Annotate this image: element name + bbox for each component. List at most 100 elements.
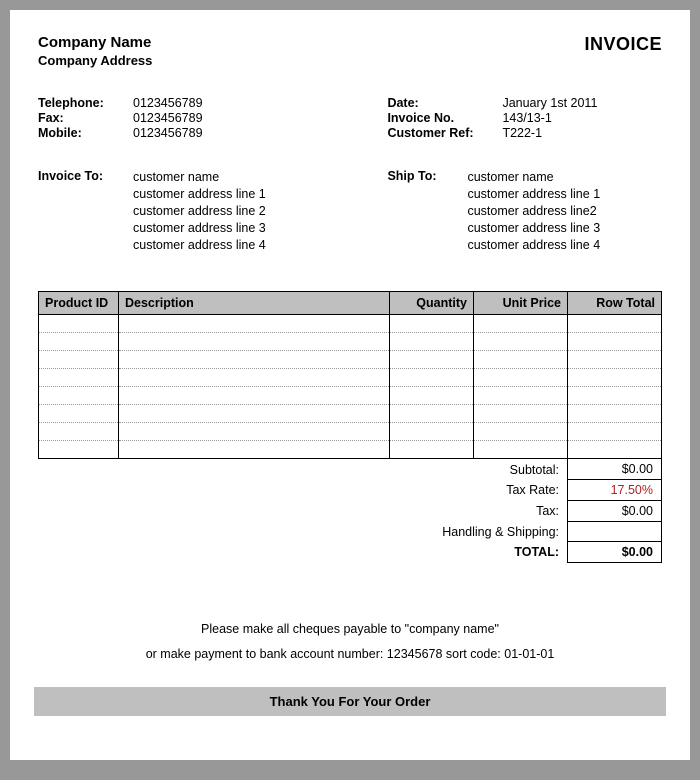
table-cell [568, 441, 662, 459]
table-cell [474, 387, 568, 405]
table-cell [474, 423, 568, 441]
table-cell [568, 423, 662, 441]
payment-line-1: Please make all cheques payable to "comp… [38, 617, 662, 642]
table-cell [119, 369, 390, 387]
company-address: Company Address [38, 53, 152, 68]
table-row [39, 333, 662, 351]
date-value: January 1st 2011 [502, 96, 597, 110]
col-product-id: Product ID [39, 292, 119, 315]
totals-block: Subtotal:$0.00 Tax Rate:17.50% Tax:$0.00… [38, 459, 662, 563]
table-cell [474, 369, 568, 387]
col-row-total: Row Total [568, 292, 662, 315]
tax-value: $0.00 [568, 501, 662, 522]
meta-block: Date:January 1st 2011 Invoice No.143/13-… [387, 96, 662, 141]
payment-info: Please make all cheques payable to "comp… [38, 617, 662, 667]
table-cell [474, 441, 568, 459]
table-cell [474, 351, 568, 369]
table-cell [119, 423, 390, 441]
table-cell [568, 315, 662, 333]
customer-ref-label: Customer Ref: [387, 126, 502, 140]
items-body [39, 315, 662, 459]
ship-to-line: customer address line 4 [467, 237, 600, 254]
mobile-value: 0123456789 [133, 126, 203, 140]
table-cell [119, 315, 390, 333]
invoice-to-line: customer address line 4 [133, 237, 266, 254]
table-cell [39, 441, 119, 459]
table-cell [390, 405, 474, 423]
items-header-row: Product ID Description Quantity Unit Pri… [39, 292, 662, 315]
table-cell [390, 369, 474, 387]
invoice-to-block: Invoice To: customer name customer addre… [38, 169, 387, 253]
table-row [39, 315, 662, 333]
telephone-label: Telephone: [38, 96, 133, 110]
col-unit-price: Unit Price [474, 292, 568, 315]
table-cell [119, 351, 390, 369]
col-quantity: Quantity [390, 292, 474, 315]
subtotal-label: Subtotal: [388, 459, 568, 480]
table-cell [568, 387, 662, 405]
table-cell [390, 315, 474, 333]
handling-label: Handling & Shipping: [388, 522, 568, 542]
table-row [39, 387, 662, 405]
tax-label: Tax: [388, 501, 568, 522]
fax-value: 0123456789 [133, 111, 203, 125]
table-cell [39, 423, 119, 441]
table-cell [568, 405, 662, 423]
payment-line-2: or make payment to bank account number: … [38, 642, 662, 667]
col-description: Description [119, 292, 390, 315]
table-cell [39, 405, 119, 423]
header: Company Name Company Address INVOICE [38, 34, 662, 68]
table-cell [568, 333, 662, 351]
table-cell [39, 369, 119, 387]
customer-ref-value: T222-1 [502, 126, 542, 140]
totals-table: Subtotal:$0.00 Tax Rate:17.50% Tax:$0.00… [388, 459, 663, 563]
ship-to-line: customer address line 3 [467, 220, 600, 237]
table-cell [119, 405, 390, 423]
ship-to-block: Ship To: customer name customer address … [387, 169, 662, 253]
company-name: Company Name [38, 34, 152, 51]
table-row [39, 369, 662, 387]
tax-rate-value: 17.50% [568, 480, 662, 501]
table-cell [390, 387, 474, 405]
ship-to-label: Ship To: [387, 169, 467, 253]
invoice-no-value: 143/13-1 [502, 111, 551, 125]
fax-label: Fax: [38, 111, 133, 125]
table-cell [39, 351, 119, 369]
table-cell [474, 315, 568, 333]
table-row [39, 423, 662, 441]
ship-to-line: customer address line2 [467, 203, 600, 220]
ship-to-line: customer address line 1 [467, 186, 600, 203]
total-label: TOTAL: [388, 542, 568, 563]
mobile-label: Mobile: [38, 126, 133, 140]
company-block: Company Name Company Address [38, 34, 152, 68]
invoice-no-label: Invoice No. [387, 111, 502, 125]
table-cell [119, 441, 390, 459]
handling-value [568, 522, 662, 542]
table-cell [39, 387, 119, 405]
info-row: Telephone:0123456789 Fax:0123456789 Mobi… [38, 96, 662, 141]
table-row [39, 405, 662, 423]
table-cell [568, 369, 662, 387]
contact-block: Telephone:0123456789 Fax:0123456789 Mobi… [38, 96, 387, 141]
thank-you-bar: Thank You For Your Order [34, 687, 666, 716]
table-cell [568, 351, 662, 369]
invoice-to-lines: customer name customer address line 1 cu… [133, 169, 266, 253]
table-cell [474, 405, 568, 423]
telephone-value: 0123456789 [133, 96, 203, 110]
table-cell [119, 387, 390, 405]
table-cell [390, 333, 474, 351]
invoice-to-label: Invoice To: [38, 169, 133, 253]
table-cell [39, 333, 119, 351]
ship-to-lines: customer name customer address line 1 cu… [467, 169, 600, 253]
table-cell [390, 441, 474, 459]
invoice-to-line: customer address line 2 [133, 203, 266, 220]
tax-rate-label: Tax Rate: [388, 480, 568, 501]
invoice-to-line: customer name [133, 169, 266, 186]
date-label: Date: [387, 96, 502, 110]
ship-to-line: customer name [467, 169, 600, 186]
table-cell [474, 333, 568, 351]
items-table: Product ID Description Quantity Unit Pri… [38, 291, 662, 459]
table-row [39, 351, 662, 369]
address-row: Invoice To: customer name customer addre… [38, 169, 662, 253]
invoice-to-line: customer address line 1 [133, 186, 266, 203]
